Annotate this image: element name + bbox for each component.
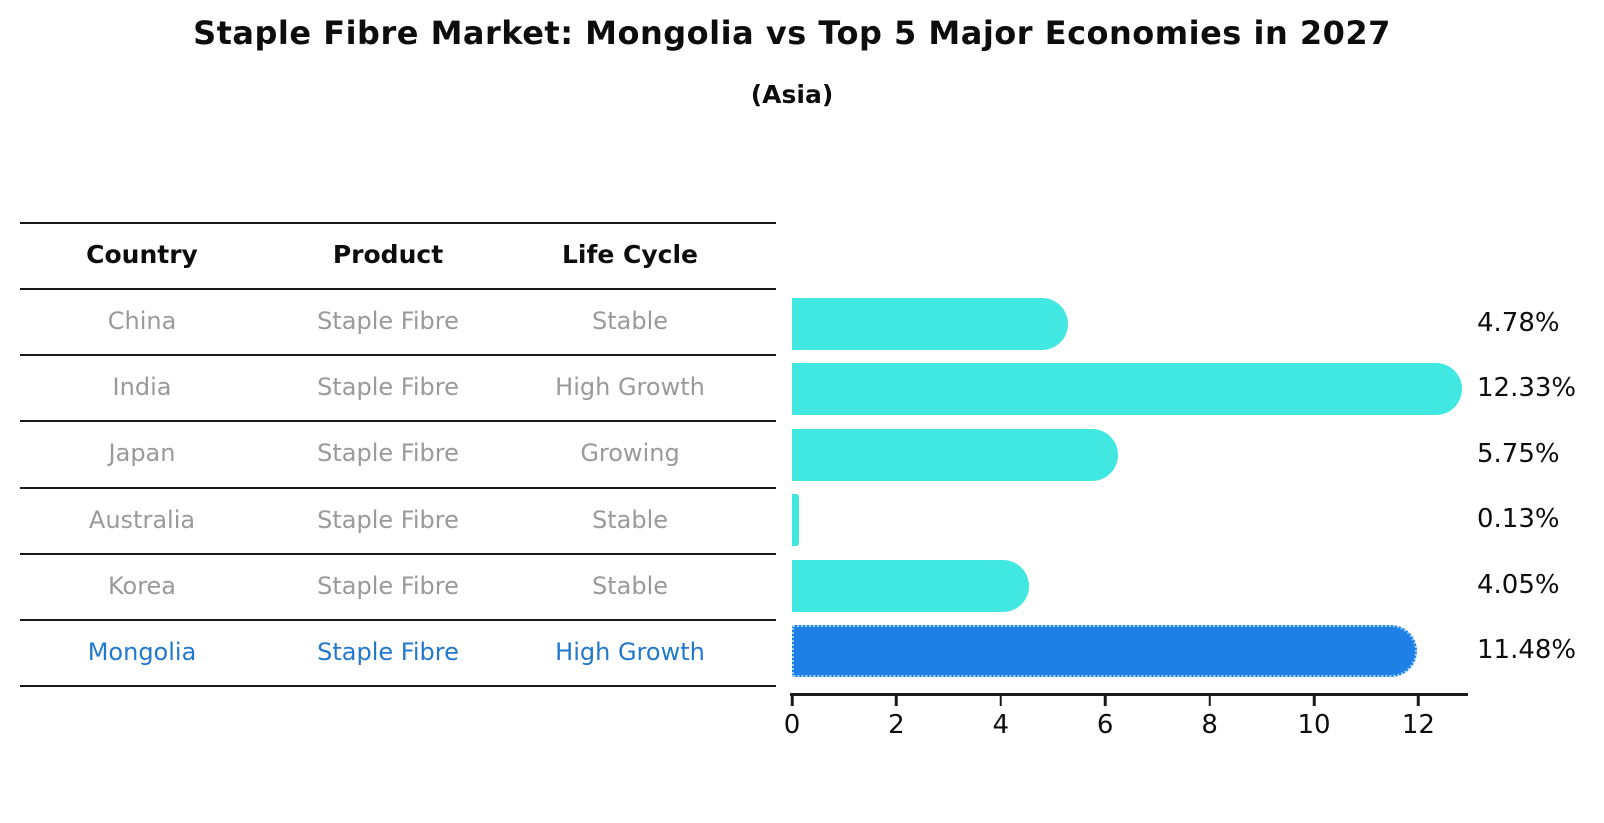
- x-axis-tick: [1208, 695, 1211, 706]
- table-cell-lifecycle: Stable: [591, 571, 669, 600]
- x-axis: [790, 693, 1468, 696]
- table-cell-country: Japan: [108, 439, 176, 468]
- chart-title: Staple Fibre Market: Mongolia vs Top 5 M…: [193, 14, 1391, 52]
- table-rule: [20, 552, 776, 555]
- bar-value-label: 11.48%: [1477, 635, 1577, 665]
- table-cell-product: Staple Fibre: [317, 571, 459, 600]
- table-row: Korea Staple Fibre Stable: [20, 571, 776, 601]
- bar-mongolia: [792, 625, 1418, 677]
- table-rule: [20, 684, 776, 687]
- x-axis-tick-label: 12: [1401, 710, 1435, 740]
- bar-value-label: 12.33%: [1477, 373, 1577, 404]
- table-cell-lifecycle: Growing: [580, 439, 680, 468]
- table-header-row: Country Product Life Cycle: [20, 240, 776, 270]
- table-row: China Staple Fibre Stable: [20, 306, 776, 336]
- table-cell-product: Staple Fibre: [317, 307, 459, 336]
- bar-india: [792, 363, 1462, 416]
- x-axis-tick-label: 0: [783, 710, 801, 740]
- table-row: Australia Staple Fibre Stable: [20, 505, 776, 535]
- x-axis-tick-label: 10: [1297, 710, 1331, 740]
- table-rule: [20, 618, 776, 621]
- bar-australia: [792, 494, 799, 547]
- table-header-product: Product: [332, 240, 444, 269]
- table-cell-country: Australia: [88, 505, 196, 534]
- table-cell-lifecycle: High Growth: [555, 373, 705, 402]
- table-cell-product: Staple Fibre: [317, 373, 459, 402]
- table-row: Japan Staple Fibre Growing: [20, 438, 776, 468]
- x-axis-tick: [1417, 695, 1420, 706]
- x-axis-tick-label: 6: [1096, 710, 1114, 740]
- bar-korea: [792, 559, 1030, 612]
- x-axis-tick: [790, 695, 794, 706]
- chart-subtitle: (Asia): [750, 80, 834, 109]
- table-cell-product: Staple Fibre: [317, 439, 459, 468]
- x-axis-tick: [1312, 695, 1316, 706]
- bar-value-label: 0.13%: [1477, 504, 1560, 535]
- table-cell-product: Staple Fibre: [317, 505, 459, 534]
- table-row: Mongolia Staple Fibre High Growth: [20, 637, 776, 667]
- table-rule: [20, 288, 776, 291]
- table-cell-product: Staple Fibre: [317, 637, 459, 666]
- x-axis-tick-label: 8: [1201, 710, 1218, 740]
- table-cell-country: China: [107, 307, 177, 336]
- table-header-country: Country: [86, 240, 198, 269]
- table-row: India Staple Fibre High Growth: [20, 372, 776, 402]
- bar-value-label: 5.75%: [1477, 438, 1560, 469]
- x-axis-tick: [1103, 695, 1107, 706]
- table-cell-country: India: [112, 373, 172, 402]
- x-axis-tick-label: 2: [888, 710, 905, 740]
- x-axis-tick-label: 4: [992, 710, 1010, 740]
- bar-value-label: 4.78%: [1477, 308, 1560, 338]
- bar-china: [792, 298, 1068, 350]
- table-rule: [20, 486, 776, 489]
- table-cell-lifecycle: High Growth: [555, 637, 705, 666]
- table-rule: [20, 354, 776, 357]
- table-cell-lifecycle: Stable: [591, 307, 669, 336]
- bar-japan: [792, 428, 1119, 481]
- table-cell-lifecycle: Stable: [591, 505, 669, 534]
- table-cell-country: Korea: [107, 571, 177, 600]
- table-header-lifecycle: Life Cycle: [561, 240, 699, 269]
- table-cell-country: Mongolia: [87, 637, 197, 666]
- table-rule: [20, 222, 776, 224]
- x-axis-tick: [895, 695, 898, 706]
- table-rule: [20, 420, 776, 423]
- x-axis-tick: [999, 695, 1003, 706]
- bar-value-label: 4.05%: [1477, 569, 1560, 600]
